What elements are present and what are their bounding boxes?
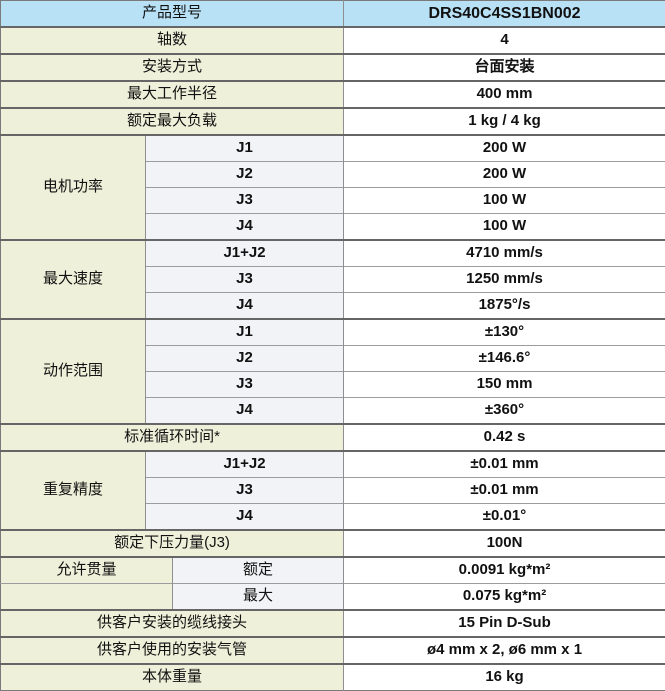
table-row-max-payload: 额定最大负载 1 kg / 4 kg: [1, 108, 665, 135]
sub-label: J1+J2: [146, 240, 344, 267]
group-label-allowable-inertia: 允许贯量: [1, 557, 173, 584]
group-label-motor-power: 电机功率: [1, 135, 146, 240]
sub-label: J1: [146, 135, 344, 162]
table-row-cable-connector: 供客户安装的缆线接头 15 Pin D-Sub: [1, 610, 665, 637]
sub-label: 额定: [173, 557, 344, 584]
spec-value: 200 W: [344, 135, 665, 162]
spec-value: 100N: [344, 530, 665, 557]
table-row-max-speed: 最大速度 J1+J2 4710 mm/s: [1, 240, 665, 267]
spec-header-label: 产品型号: [1, 1, 344, 28]
table-row-repeatability: 重复精度 J1+J2 ±0.01 mm: [1, 451, 665, 478]
sub-label: J3: [146, 372, 344, 398]
sub-label: J2: [146, 346, 344, 372]
spec-value: 400 mm: [344, 81, 665, 108]
spec-value: 1 kg / 4 kg: [344, 108, 665, 135]
table-row-rated-push-force: 额定下压力量(J3) 100N: [1, 530, 665, 557]
spec-value: ±0.01 mm: [344, 478, 665, 504]
sub-label: J1+J2: [146, 451, 344, 478]
spec-value: 150 mm: [344, 372, 665, 398]
table-row-cycle-time: 标准循环时间* 0.42 s: [1, 424, 665, 451]
table-row-max-radius: 最大工作半径 400 mm: [1, 81, 665, 108]
table-row-motor-power: 电机功率 J1 200 W: [1, 135, 665, 162]
table-row: 最大 0.075 kg*m²: [1, 584, 665, 611]
spec-value: 1250 mm/s: [344, 267, 665, 293]
spec-value: 0.0091 kg*m²: [344, 557, 665, 584]
sub-label: J4: [146, 293, 344, 320]
spec-value: ±360°: [344, 398, 665, 425]
spec-value: 100 W: [344, 188, 665, 214]
spec-value: ø4 mm x 2, ø6 mm x 1: [344, 637, 665, 664]
spec-value: 200 W: [344, 162, 665, 188]
spec-label: 供客户使用的安装气管: [1, 637, 344, 664]
spec-label-continuation: [1, 584, 173, 611]
spec-value: 4: [344, 27, 665, 54]
group-label-repeatability: 重复精度: [1, 451, 146, 530]
sub-label: 最大: [173, 584, 344, 611]
spec-value: 台面安装: [344, 54, 665, 81]
table-row-axes: 轴数 4: [1, 27, 665, 54]
group-label-max-speed: 最大速度: [1, 240, 146, 319]
spec-label: 标准循环时间*: [1, 424, 344, 451]
spec-label: 额定下压力量(J3): [1, 530, 344, 557]
spec-label: 最大工作半径: [1, 81, 344, 108]
spec-label: 安装方式: [1, 54, 344, 81]
table-row-air-tubes: 供客户使用的安装气管 ø4 mm x 2, ø6 mm x 1: [1, 637, 665, 664]
sub-label: J2: [146, 162, 344, 188]
sub-label: J3: [146, 188, 344, 214]
spec-value: ±146.6°: [344, 346, 665, 372]
spec-value: ±0.01°: [344, 504, 665, 531]
spec-value: 100 W: [344, 214, 665, 241]
sub-label: J1: [146, 319, 344, 346]
sub-label: J4: [146, 214, 344, 241]
spec-value: 0.42 s: [344, 424, 665, 451]
table-row-mounting: 安装方式 台面安装: [1, 54, 665, 81]
spec-value: 4710 mm/s: [344, 240, 665, 267]
spec-value: ±130°: [344, 319, 665, 346]
sub-label: J4: [146, 504, 344, 531]
sub-label: J3: [146, 478, 344, 504]
spec-header-value: DRS40C4SS1BN002: [344, 1, 665, 28]
sub-label: J4: [146, 398, 344, 425]
spec-value: ±0.01 mm: [344, 451, 665, 478]
spec-value: 16 kg: [344, 664, 665, 691]
sub-label: J3: [146, 267, 344, 293]
spec-value: 0.075 kg*m²: [344, 584, 665, 611]
table-row-allowable-inertia: 允许贯量 额定 0.0091 kg*m²: [1, 557, 665, 584]
spec-label: 额定最大负载: [1, 108, 344, 135]
spec-label: 轴数: [1, 27, 344, 54]
table-row-body-weight: 本体重量 16 kg: [1, 664, 665, 691]
group-label-motion-range: 动作范围: [1, 319, 146, 424]
spec-value: 15 Pin D-Sub: [344, 610, 665, 637]
spec-value: 1875°/s: [344, 293, 665, 320]
spec-label: 供客户安装的缆线接头: [1, 610, 344, 637]
spec-label: 本体重量: [1, 664, 344, 691]
table-row-motion-range: 动作范围 J1 ±130°: [1, 319, 665, 346]
table-row-product-model: 产品型号 DRS40C4SS1BN002: [1, 1, 665, 28]
